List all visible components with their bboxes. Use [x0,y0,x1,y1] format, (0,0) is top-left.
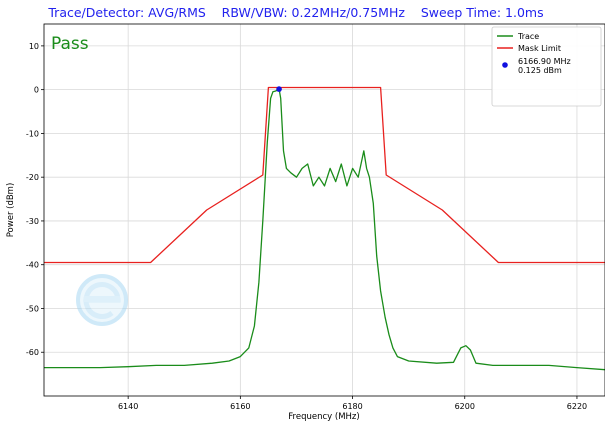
y-tick-label: -20 [26,173,39,182]
series-line-trace [44,88,605,371]
chart-title: Trace/Detector: AVG/RMS RBW/VBW: 0.22MHz… [47,5,543,20]
y-tick-label: -30 [26,217,39,226]
peak-marker-point [276,86,282,92]
y-tick-label: -10 [26,129,39,138]
legend-frame [491,26,602,107]
x-tick-label: 6180 [342,402,362,411]
y-tick-label: -60 [26,348,39,357]
x-tick-label: 6200 [455,402,475,411]
y-axis-label: Power (dBm) [6,183,16,238]
legend-label-mask-limit: Mask Limit [518,44,561,53]
series-line-mask-limit [44,86,605,264]
watermark-logo-icon [76,274,128,326]
y-tick-label: 0 [34,86,39,95]
x-axis-label: Frequency (MHz) [288,412,359,422]
y-tick-label: -40 [26,261,39,270]
pass-status-text: Pass [51,34,89,54]
x-tick-label: 6160 [230,402,250,411]
plot-frame [43,23,605,397]
legend-label-trace: Trace [517,32,539,41]
legend: Trace Mask Limit 6166.90 MHz 0.125 dBm [491,26,602,107]
ticks: 10 0 -10 -20 -30 -40 -50 -60 6140 6160 6180 6200 622… [26,42,587,411]
legend-label-marker: 6166.90 MHz 0.125 dBm [518,57,571,75]
series-layer [44,86,605,371]
grid [44,24,605,396]
y-tick-label: -50 [26,304,39,313]
legend-swatch-marker [502,62,508,68]
x-tick-label: 6140 [118,402,138,411]
x-tick-label: 6220 [567,402,587,411]
y-tick-label: 10 [29,42,39,51]
